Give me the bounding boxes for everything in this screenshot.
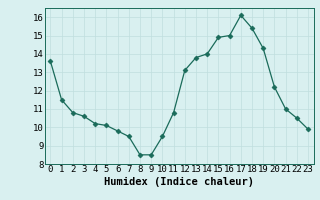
X-axis label: Humidex (Indice chaleur): Humidex (Indice chaleur) xyxy=(104,177,254,187)
